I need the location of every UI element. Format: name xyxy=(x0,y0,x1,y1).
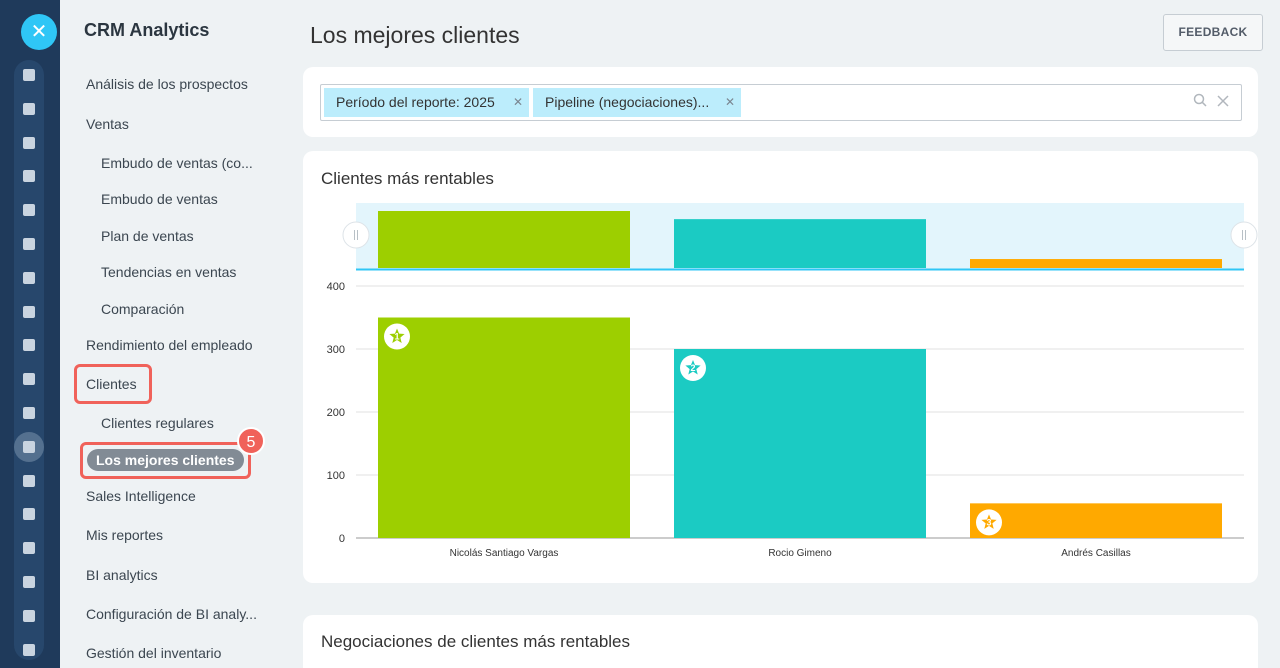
star-icon xyxy=(981,514,997,529)
feed-icon[interactable] xyxy=(14,94,44,124)
sidenav-title: CRM Analytics xyxy=(84,20,210,40)
filter-chip-label: Pipeline (negociaciones)... xyxy=(545,94,710,110)
bar[interactable] xyxy=(674,349,926,538)
close-icon[interactable]: ✕ xyxy=(21,14,57,50)
feedback-button[interactable]: FEEDBACK xyxy=(1163,14,1263,51)
docs-edit-icon[interactable] xyxy=(14,567,44,597)
star-icon xyxy=(685,360,701,375)
rank-number: 3 xyxy=(986,517,991,527)
stream-icon[interactable] xyxy=(14,60,44,90)
navigator-bar xyxy=(378,211,630,268)
rank-number: 2 xyxy=(690,363,695,373)
chart-title: Clientes más rentables xyxy=(321,169,494,188)
navigator-left-handle[interactable] xyxy=(342,221,370,249)
filter-chip-pipeline[interactable]: Pipeline (negociaciones)... ✕ xyxy=(533,88,741,117)
navigator-bar xyxy=(970,259,1222,268)
nav-item-employee-performance[interactable]: Rendimiento del empleado xyxy=(86,337,253,353)
rank-number: 1 xyxy=(394,332,399,342)
filter-chip-period[interactable]: Período del reporte: 2025 ✕ xyxy=(324,88,529,117)
star-icon xyxy=(389,328,405,343)
nav-item-leads-analysis[interactable]: Análisis de los prospectos xyxy=(86,76,248,92)
calendar-icon[interactable] xyxy=(14,161,44,191)
nav-item-sales-trends[interactable]: Tendencias en ventas xyxy=(101,264,237,280)
x-category-label: Rocio Gimeno xyxy=(768,548,832,559)
y-tick-label: 200 xyxy=(327,407,345,419)
x-category-label: Andrés Casillas xyxy=(1061,548,1130,559)
list-icon[interactable] xyxy=(14,635,44,665)
y-tick-label: 300 xyxy=(327,344,345,356)
contacts-icon[interactable] xyxy=(14,297,44,327)
docs-icon[interactable] xyxy=(14,229,44,259)
best-clients-highlight-frame xyxy=(80,442,251,479)
nav-item-sales-plan[interactable]: Plan de ventas xyxy=(101,228,194,244)
app-rail: ✕ xyxy=(0,0,60,668)
nav-item-inventory[interactable]: Gestión del inventario xyxy=(86,645,222,661)
nav-item-bi-analytics[interactable]: BI analytics xyxy=(86,567,158,583)
rail-icon-group xyxy=(14,60,44,660)
nav-item-comparison[interactable]: Comparación xyxy=(101,301,185,317)
chart-card: Clientes más rentables 0 100 200 300 400 1 Nic… xyxy=(303,151,1258,583)
navigator-right-handle[interactable] xyxy=(1230,221,1258,249)
nav-item-bi-settings[interactable]: Configuración de BI analy... xyxy=(86,606,257,622)
navigator-bar xyxy=(674,219,926,268)
crm-icon[interactable] xyxy=(14,330,44,360)
filter-chip-label: Período del reporte: 2025 xyxy=(336,94,495,110)
nav-item-regular-clients[interactable]: Clientes regulares xyxy=(101,415,214,431)
remove-chip-icon[interactable]: ✕ xyxy=(512,95,523,109)
x-category-label: Nicolás Santiago Vargas xyxy=(450,548,559,559)
tasks-icon[interactable] xyxy=(14,364,44,394)
deals-card: Negociaciones de clientes más rentables xyxy=(303,615,1258,668)
nav-item-sales-funnel[interactable]: Embudo de ventas xyxy=(101,191,218,207)
clients-highlight-frame xyxy=(74,364,152,404)
bar[interactable] xyxy=(970,503,1222,538)
nav-item-sales-intelligence[interactable]: Sales Intelligence xyxy=(86,488,196,504)
contact-card-icon[interactable] xyxy=(14,398,44,428)
funnel-icon[interactable] xyxy=(14,431,44,462)
remove-chip-icon[interactable]: ✕ xyxy=(724,95,735,109)
step-badge: 5 xyxy=(237,427,265,455)
cart-icon[interactable] xyxy=(14,499,44,529)
search-icon[interactable] xyxy=(1193,93,1211,111)
chat-icon[interactable] xyxy=(14,128,44,158)
y-tick-label: 400 xyxy=(327,281,345,293)
drive-icon[interactable] xyxy=(14,195,44,225)
bar[interactable] xyxy=(378,317,630,539)
crm-analytics-sidenav: CRM Analytics Análisis de los prospectos… xyxy=(60,0,285,668)
nav-item-sales[interactable]: Ventas xyxy=(86,116,129,132)
nav-item-best-clients[interactable]: Los mejores clientes xyxy=(87,449,244,471)
mail-icon[interactable] xyxy=(14,263,44,293)
filter-search-field[interactable]: Período del reporte: 2025 ✕ Pipeline (ne… xyxy=(320,84,1242,121)
clear-icon[interactable] xyxy=(1217,94,1229,111)
deals-card-title: Negociaciones de clientes más rentables xyxy=(321,632,631,651)
sign-icon[interactable] xyxy=(14,533,44,563)
analytics-icon[interactable] xyxy=(14,601,44,631)
nav-item-sales-funnel-co[interactable]: Embudo de ventas (co... xyxy=(101,155,253,171)
page-title: Los mejores clientes xyxy=(310,22,520,48)
robot-icon[interactable] xyxy=(14,466,44,496)
nav-item-my-reports[interactable]: Mis reportes xyxy=(86,527,164,543)
y-tick-label: 100 xyxy=(327,470,345,482)
filter-actions xyxy=(1193,93,1229,111)
nav-item-clients[interactable]: Clientes xyxy=(86,376,137,392)
filter-card: Período del reporte: 2025 ✕ Pipeline (ne… xyxy=(303,67,1258,137)
y-tick-label: 0 xyxy=(339,533,345,545)
bar-chart: 0 100 200 300 400 1 Nicolás Santiago Vargas 2 Ro… xyxy=(327,203,1258,559)
